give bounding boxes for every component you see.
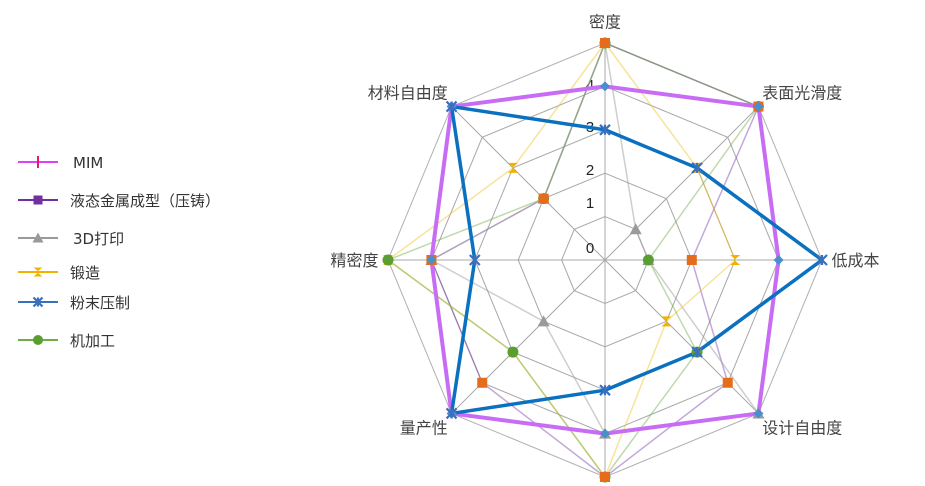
data-point [477,377,488,388]
series-markers-4 [445,100,828,420]
data-point [686,255,697,265]
data-point [600,38,610,48]
legend-label: 液态金属成型（压铸） [70,192,220,210]
axis-label: 设计自由度 [762,418,842,437]
data-point [507,162,518,173]
tick-label: 0 [586,240,594,257]
square-marker-icon [33,195,43,205]
grid-spoke [451,259,606,414]
data-point [538,193,549,204]
data-point [600,472,610,482]
grid-spoke [604,259,759,414]
axis-label: 材料自由度 [368,84,448,103]
axis-label: 密度 [589,12,621,31]
data-point [445,100,458,113]
data-point [691,162,703,174]
data-point [426,255,437,265]
legend-item[interactable]: 液态金属成型（压铸） [18,192,220,210]
legend-item[interactable]: 机加工 [18,332,115,350]
legend-label: 锻造 [70,264,100,282]
legend-label: 粉末压制 [70,294,130,312]
axis-label: 低成本 [832,251,880,270]
data-point [600,81,610,92]
data-point [600,428,610,439]
data-point [445,407,458,420]
legend-label: 3D打印 [73,230,124,248]
legend-item[interactable]: 粉末压制 [18,294,130,312]
legend-item[interactable]: MIM [18,154,103,172]
hourglass-marker-icon [33,267,43,277]
series-group [382,37,828,483]
data-point [599,124,611,136]
data-point [722,377,733,388]
circle-marker-icon [33,335,43,345]
legend-label: 机加工 [70,332,115,350]
data-point [507,346,519,358]
legend-label: MIM [73,154,103,172]
legend-item[interactable]: 3D打印 [18,230,124,248]
data-point [661,316,672,327]
data-point [753,408,764,419]
data-point [816,254,828,266]
data-point [629,223,642,235]
axis-label: 精密度 [330,251,378,270]
star-marker-icon [32,296,44,308]
data-point [691,346,703,358]
axis-label: 表面光滑度 [762,84,842,103]
triangle-marker-icon [32,232,44,243]
data-point [599,384,611,396]
series-markers-2 [425,37,765,439]
data-point [730,255,741,265]
data-point [642,254,654,266]
tick-label: 2 [586,162,594,179]
tick-label: 4 [586,77,594,94]
data-point [773,255,784,265]
data-point [469,254,481,266]
axis-label: 量产性 [400,418,448,437]
data-point [753,101,764,112]
tick-label: 1 [586,195,594,212]
data-point [382,254,394,266]
data-point [537,315,550,327]
grid-spoke [451,106,606,261]
legend-item[interactable]: 锻造 [18,264,100,282]
grid-spoke [604,106,759,261]
